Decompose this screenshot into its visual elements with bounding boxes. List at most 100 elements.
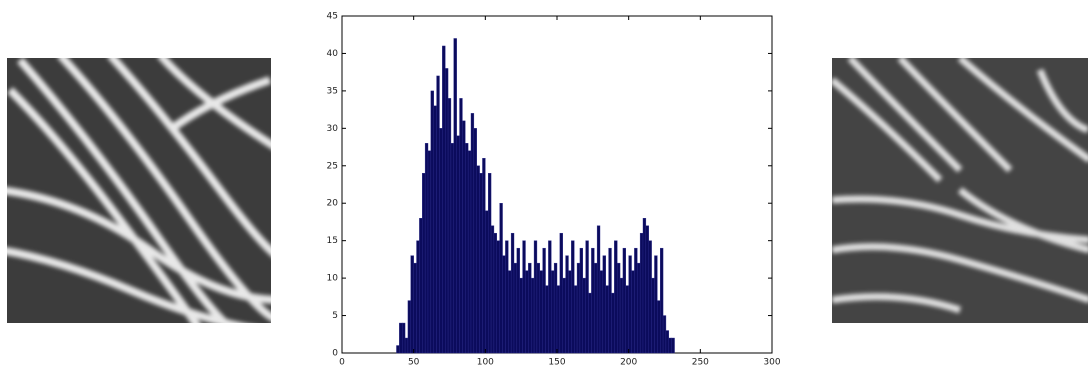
bar [399, 322, 403, 354]
bar [631, 270, 635, 354]
left-image [7, 58, 271, 323]
bar [410, 255, 414, 354]
bar [467, 150, 472, 354]
bar [396, 345, 400, 354]
bar [605, 285, 609, 354]
bar [413, 262, 417, 354]
y-tick-label: 10 [327, 274, 339, 284]
bar [490, 225, 495, 354]
x-tick-label: 150 [548, 358, 565, 367]
bar [579, 247, 584, 354]
bar [427, 150, 432, 354]
bar [599, 270, 604, 354]
bar [648, 240, 652, 354]
bar [551, 270, 555, 354]
bar [594, 262, 598, 354]
bar [617, 262, 621, 354]
bar [602, 255, 606, 354]
bar [528, 262, 532, 354]
bar [645, 225, 649, 354]
bar [539, 270, 543, 354]
bar [545, 285, 549, 354]
bar [668, 337, 672, 354]
x-tick-label: 50 [408, 358, 420, 367]
bar [476, 165, 480, 354]
bar [619, 277, 624, 354]
bar [665, 330, 670, 354]
bar [459, 98, 463, 354]
bar [508, 270, 512, 354]
bar [482, 158, 486, 354]
bar [433, 105, 437, 354]
bar [614, 240, 618, 354]
y-tick-label: 30 [327, 124, 339, 134]
bar [479, 173, 483, 354]
y-tick-label: 15 [327, 236, 338, 246]
bar [522, 240, 526, 354]
bar [591, 247, 595, 354]
bar [456, 135, 460, 354]
bar [439, 128, 443, 354]
y-tick-label: 25 [327, 161, 338, 171]
bar [660, 247, 664, 354]
bar [430, 90, 434, 354]
bar [424, 143, 429, 354]
bar [473, 128, 477, 354]
bar [402, 322, 406, 354]
bar [608, 247, 612, 354]
y-tick-label: 0 [332, 349, 338, 359]
bar [565, 255, 569, 354]
x-tick-label: 250 [692, 358, 709, 367]
bar [548, 240, 552, 354]
bar [531, 277, 535, 354]
x-tick-label: 0 [339, 358, 345, 367]
x-tick-label: 200 [620, 358, 637, 367]
bar [519, 277, 523, 354]
bar [416, 240, 420, 354]
bar [574, 285, 578, 354]
x-tick-label: 100 [477, 358, 494, 367]
bar [525, 270, 529, 354]
bar [576, 262, 581, 354]
bar [571, 240, 575, 354]
bar [510, 232, 515, 354]
x-tick-label: 300 [763, 358, 780, 367]
y-tick-label: 5 [332, 311, 338, 321]
bar [453, 38, 457, 354]
bar [422, 173, 426, 354]
bar [407, 300, 411, 354]
bar [450, 143, 454, 354]
bar [639, 232, 644, 354]
bar [642, 217, 647, 354]
y-tick-label: 20 [327, 199, 339, 209]
bar [562, 277, 566, 354]
bar [462, 120, 466, 354]
bar [485, 210, 489, 354]
bar [470, 113, 475, 354]
bar [611, 292, 615, 354]
bar [542, 247, 546, 354]
bar [516, 247, 520, 354]
bar [499, 203, 503, 354]
bar [419, 217, 423, 354]
bar [553, 262, 558, 354]
bar [505, 240, 509, 354]
y-tick-label: 35 [327, 86, 338, 96]
bar [436, 75, 440, 354]
bar [493, 232, 497, 354]
bar [588, 292, 592, 354]
bar [513, 262, 518, 354]
bar [496, 240, 500, 354]
bar [582, 277, 586, 354]
bar [585, 240, 589, 354]
bar [445, 68, 449, 354]
bar [637, 262, 641, 354]
bar [568, 270, 572, 354]
bar [556, 285, 561, 354]
bar [628, 255, 632, 354]
bar [533, 240, 538, 354]
right-image [832, 58, 1088, 323]
bar [657, 300, 661, 354]
bar [536, 262, 541, 354]
